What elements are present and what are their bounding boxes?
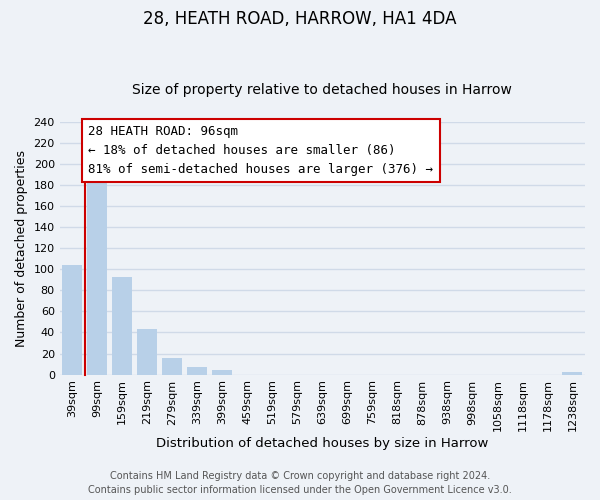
Bar — [62, 265, 82, 374]
X-axis label: Distribution of detached houses by size in Harrow: Distribution of detached houses by size … — [156, 437, 488, 450]
Bar — [162, 358, 182, 374]
Text: Contains HM Land Registry data © Crown copyright and database right 2024.
Contai: Contains HM Land Registry data © Crown c… — [88, 471, 512, 495]
Bar — [187, 367, 207, 374]
Bar — [112, 276, 132, 374]
Y-axis label: Number of detached properties: Number of detached properties — [15, 150, 28, 346]
Text: 28, HEATH ROAD, HARROW, HA1 4DA: 28, HEATH ROAD, HARROW, HA1 4DA — [143, 10, 457, 28]
Bar — [212, 370, 232, 374]
Bar — [137, 330, 157, 374]
Text: 28 HEATH ROAD: 96sqm
← 18% of detached houses are smaller (86)
81% of semi-detac: 28 HEATH ROAD: 96sqm ← 18% of detached h… — [88, 125, 433, 176]
Bar — [562, 372, 583, 374]
Bar — [87, 163, 107, 374]
Title: Size of property relative to detached houses in Harrow: Size of property relative to detached ho… — [133, 83, 512, 97]
